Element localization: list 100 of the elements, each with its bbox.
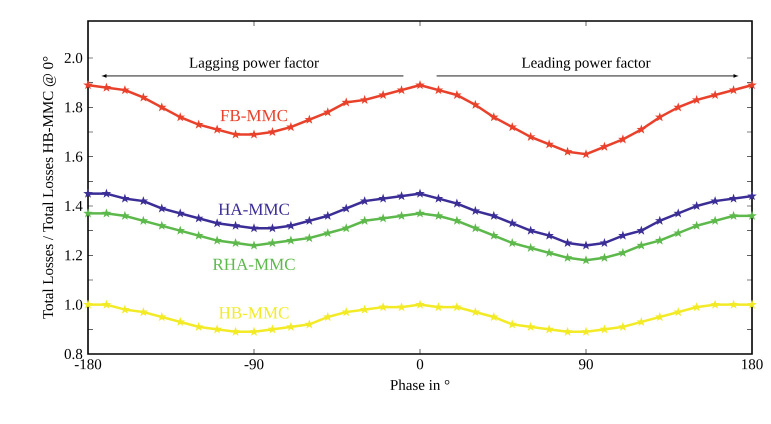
series-label: RHA-MMC: [212, 258, 295, 270]
point: [692, 220, 702, 230]
point: [747, 300, 757, 309]
point: [360, 94, 370, 104]
y-tick-label: 0.8: [64, 348, 82, 360]
point: [249, 129, 259, 139]
point: [341, 97, 351, 106]
y-tick-label: 1.0: [65, 300, 82, 310]
point: [175, 112, 185, 122]
point: [230, 326, 240, 336]
point: [692, 200, 702, 210]
point: [341, 203, 351, 213]
point: [747, 80, 757, 90]
point: [673, 307, 683, 316]
point: [268, 238, 278, 248]
point: [544, 324, 554, 334]
point: [378, 213, 388, 222]
point: [581, 255, 591, 264]
x-tick-label: 0: [416, 359, 424, 370]
point: [692, 302, 702, 312]
point: [415, 208, 425, 218]
y-tick-label: 1.6: [65, 152, 82, 162]
point: [600, 324, 610, 334]
point: [230, 220, 240, 230]
point: [249, 240, 259, 250]
point: [157, 220, 167, 230]
point: [341, 223, 351, 232]
point: [102, 300, 112, 309]
point: [360, 196, 370, 206]
point: [470, 223, 480, 232]
point: [710, 300, 720, 309]
y-tick-label: 1.8: [65, 102, 82, 112]
point: [286, 322, 296, 331]
point: [470, 206, 480, 215]
y-tick-label: 1.2: [65, 250, 82, 260]
series-label: HA-MMC: [218, 204, 289, 216]
point: [636, 124, 646, 134]
point: [489, 112, 499, 122]
point: [655, 112, 665, 122]
point: [268, 223, 278, 232]
point: [138, 216, 148, 225]
y-tick-label: 2.0: [64, 52, 82, 64]
point: [526, 322, 536, 331]
point: [157, 312, 167, 322]
point: [747, 210, 757, 220]
point: [341, 307, 351, 316]
point: [692, 94, 702, 104]
point: [526, 132, 536, 141]
point: [489, 230, 499, 240]
x-axis-title: Phase in °: [390, 380, 450, 390]
point: [138, 196, 148, 206]
point: [673, 102, 683, 112]
point: [489, 210, 499, 220]
point: [581, 240, 591, 250]
point: [268, 324, 278, 334]
point: [360, 216, 370, 225]
point: [728, 210, 738, 220]
point: [249, 223, 259, 232]
point: [728, 300, 738, 309]
point: [83, 300, 93, 309]
point: [636, 226, 646, 235]
annotation: Lagging power factor: [189, 57, 319, 71]
series-label: FB-MMC: [220, 110, 288, 122]
point: [452, 302, 462, 312]
point: [230, 238, 240, 248]
point: [470, 307, 480, 316]
point: [434, 210, 444, 220]
point: [581, 326, 591, 336]
point: [138, 307, 148, 316]
point: [360, 304, 370, 314]
point: [249, 326, 259, 336]
point: [562, 326, 572, 336]
point: [618, 134, 628, 144]
point: [83, 80, 93, 90]
point: [507, 122, 517, 132]
y-axis-title: Total Losses / Total Losses HB-MMC @ 0°: [42, 56, 56, 319]
x-tick-label: -90: [244, 359, 264, 370]
point: [120, 210, 130, 220]
point: [415, 188, 425, 198]
point: [396, 210, 406, 220]
x-tick-label: 90: [578, 359, 593, 370]
point: [286, 236, 296, 245]
series-label: HB-MMC: [219, 307, 288, 319]
point: [470, 100, 480, 109]
point: [747, 191, 757, 200]
point: [102, 188, 112, 198]
point: [212, 324, 222, 334]
point: [83, 188, 93, 198]
point: [83, 208, 93, 218]
point: [102, 208, 112, 218]
point: [323, 107, 333, 116]
point: [138, 92, 148, 102]
point: [157, 102, 167, 112]
annotation: Leading power factor: [522, 57, 650, 71]
point: [157, 203, 167, 213]
point: [673, 228, 683, 238]
point: [415, 80, 425, 90]
point: [489, 312, 499, 322]
x-tick-label: -180: [74, 359, 102, 370]
point: [415, 300, 425, 309]
